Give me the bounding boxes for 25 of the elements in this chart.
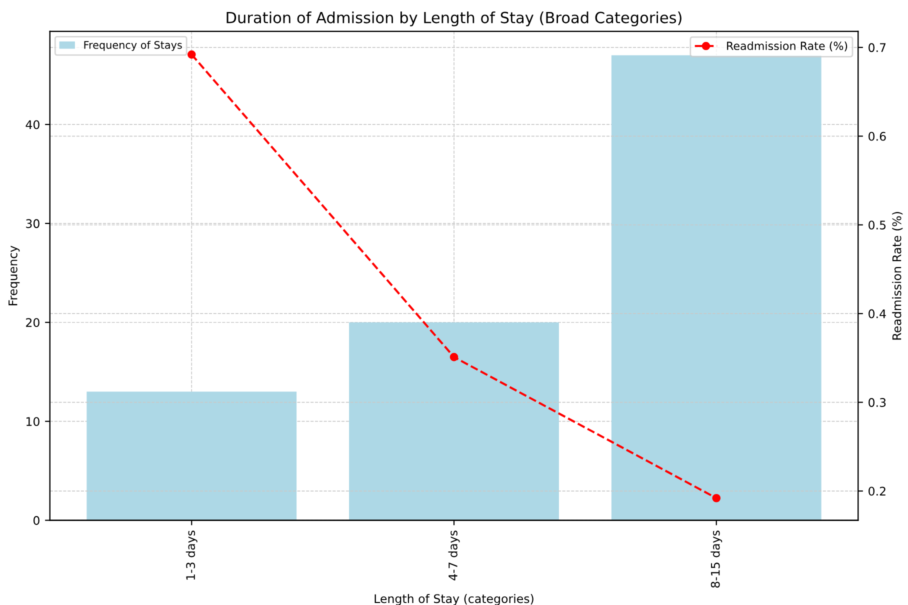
y2-tick-label: 0.2 [868,486,886,496]
chart-title: Duration of Admission by Length of Stay (Broad Categories) [226,12,682,26]
y2-tick-label: 0.3 [868,398,886,407]
legend-label: Frequency of Stays [84,40,182,51]
x-axis-title: Length of Stay (categories) [374,594,534,605]
y2-tick-label: 0.4 [868,309,886,318]
y-tick-label: 0 [33,516,40,525]
y-tick-label: 10 [26,417,40,426]
x-tick-label: 1-3 days [186,530,198,580]
y-tick-label: 40 [26,120,40,130]
bar [349,322,559,520]
y2-tick-label: 0.5 [868,220,886,230]
y2-tick-label: 0.7 [868,43,886,52]
y-axis-title: Frequency [8,246,20,306]
point [450,352,458,362]
bar [86,392,297,520]
point [712,494,721,502]
point [187,50,196,59]
y2-tick-label: 0.6 [868,132,886,141]
legend-label: Readmission Rate (%) [727,41,848,52]
y-tick-label: 20 [26,318,40,328]
x-tick-label: 8-15 days [710,530,722,588]
y2-axis-title: Readmission Rate (%) [892,212,903,340]
x-tick-label: 4-7 days [448,530,460,580]
y-tick-label: 30 [26,219,40,228]
